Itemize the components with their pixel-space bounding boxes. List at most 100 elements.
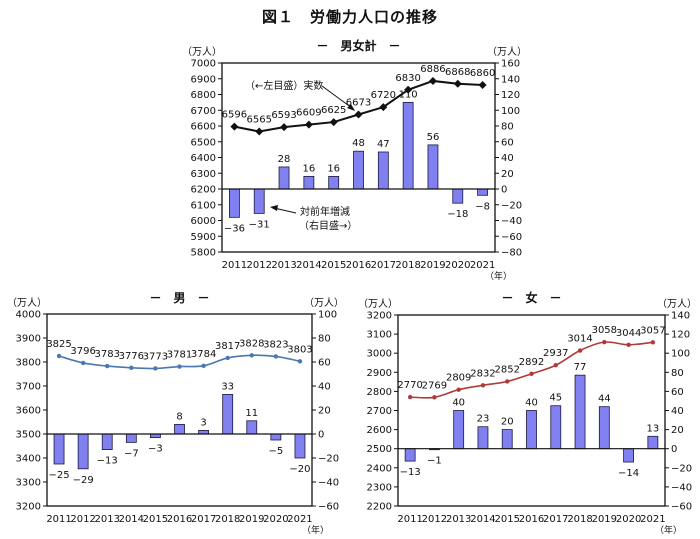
bar <box>278 166 290 190</box>
right-tick-label: 120 <box>501 90 520 101</box>
bar <box>598 406 610 450</box>
bar <box>501 429 513 450</box>
right-tick-label: 20 <box>671 425 684 436</box>
x-axis-unit: （年） <box>302 524 329 536</box>
x-tick-label: 2018 <box>567 514 592 525</box>
right-tick-label: 40 <box>318 382 331 393</box>
line-marker <box>249 353 254 358</box>
x-tick-label: 2017 <box>543 514 568 525</box>
right-tick-label: −20 <box>318 454 339 465</box>
left-tick-label: 7000 <box>191 59 216 70</box>
line-value-label: 6830 <box>395 73 420 84</box>
x-tick-label: 2017 <box>191 514 216 525</box>
right-tick-label: 0 <box>318 430 324 441</box>
line-value-label: 6565 <box>247 115 272 126</box>
bar-value-label: 16 <box>302 163 315 174</box>
line-value-label: 6593 <box>271 110 296 121</box>
annotation-arrow <box>321 85 353 109</box>
bar-value-label: 48 <box>352 138 365 149</box>
left-tick-label: 6900 <box>191 74 216 85</box>
bar <box>353 150 364 190</box>
bar <box>477 426 489 450</box>
right-tick-label: 100 <box>671 349 690 360</box>
bar-value-label: 8 <box>176 411 182 422</box>
x-tick-label: 2013 <box>271 260 296 271</box>
x-tick-label: 2016 <box>519 514 544 525</box>
line-value-label: 3014 <box>567 334 592 345</box>
right-tick-label: 60 <box>318 358 331 369</box>
x-tick-label: 2016 <box>346 260 371 271</box>
x-tick-label: 2020 <box>445 260 470 271</box>
bar <box>550 405 562 450</box>
line-value-label: 3828 <box>239 338 264 349</box>
line-value-label: 2892 <box>519 357 544 368</box>
left-axis-unit: （万人） <box>182 46 222 58</box>
bar-value-label: 110 <box>399 89 418 100</box>
x-tick-label: 2012 <box>247 260 272 271</box>
line-marker <box>280 123 289 132</box>
bar-value-label: −13 <box>97 456 118 467</box>
x-tick-label: 2021 <box>470 260 495 271</box>
right-tick-label: 120 <box>671 330 690 341</box>
bar <box>270 433 282 441</box>
bar <box>101 433 113 451</box>
left-tick-label: 2500 <box>367 444 392 455</box>
left-tick-label: 3900 <box>16 334 41 345</box>
line-marker <box>478 81 487 90</box>
bar <box>303 175 315 190</box>
bar <box>294 433 306 459</box>
bar <box>526 410 537 450</box>
left-axis-unit: （万人） <box>358 298 398 310</box>
x-tick-label: 2018 <box>215 514 240 525</box>
left-tick-label: 3500 <box>16 430 41 441</box>
arrowhead-icon <box>347 104 355 111</box>
left-tick-label: 2400 <box>367 463 392 474</box>
figure-title: 図１ 労働力人口の推移 <box>261 8 438 26</box>
left-tick-label: 3000 <box>367 349 392 360</box>
line-value-label: 3058 <box>592 325 617 336</box>
line-marker <box>456 387 461 392</box>
line-marker <box>529 371 534 377</box>
right-tick-label: 20 <box>318 406 331 417</box>
bar <box>125 433 137 443</box>
line-marker <box>304 120 313 129</box>
line-marker <box>553 363 558 368</box>
line-value-label: 6860 <box>470 68 495 79</box>
left-axis-unit: （万人） <box>7 297 47 309</box>
bar <box>574 374 586 450</box>
left-tick-label: 5800 <box>191 248 216 259</box>
bar-value-label: 40 <box>452 398 465 409</box>
bar <box>377 151 389 190</box>
line-value-label: 6886 <box>420 64 445 75</box>
bar-value-label: −20 <box>289 464 310 475</box>
bar <box>246 420 258 435</box>
bar <box>647 435 659 450</box>
x-tick-label: 2021 <box>640 514 665 525</box>
line-marker <box>129 365 134 370</box>
line-annotation: （←左目盛）実数 <box>245 79 323 92</box>
line-marker <box>153 366 158 371</box>
right-tick-label: 160 <box>501 59 520 70</box>
right-axis-unit: （万人） <box>657 298 697 310</box>
left-tick-label: 6500 <box>191 137 216 148</box>
line-marker <box>80 360 86 366</box>
line-value-label: 3803 <box>287 344 312 355</box>
bar-value-label: −29 <box>73 475 94 486</box>
bar-value-label: 20 <box>501 417 514 428</box>
bar-value-label: 40 <box>525 398 538 409</box>
bar <box>222 393 234 435</box>
right-tick-label: 80 <box>501 122 514 133</box>
line-value-label: 3781 <box>167 350 192 361</box>
right-tick-label: 100 <box>501 106 520 117</box>
x-tick-label: 2014 <box>470 514 495 525</box>
line-value-label: 6596 <box>222 110 247 121</box>
line-marker <box>404 85 413 94</box>
line-marker <box>297 359 303 364</box>
bar <box>402 101 414 190</box>
left-tick-label: 6600 <box>191 122 216 133</box>
right-tick-label: 0 <box>501 185 507 196</box>
right-tick-label: 40 <box>671 406 684 417</box>
x-tick-label: 2016 <box>167 514 192 525</box>
left-tick-label: 3300 <box>16 478 41 489</box>
